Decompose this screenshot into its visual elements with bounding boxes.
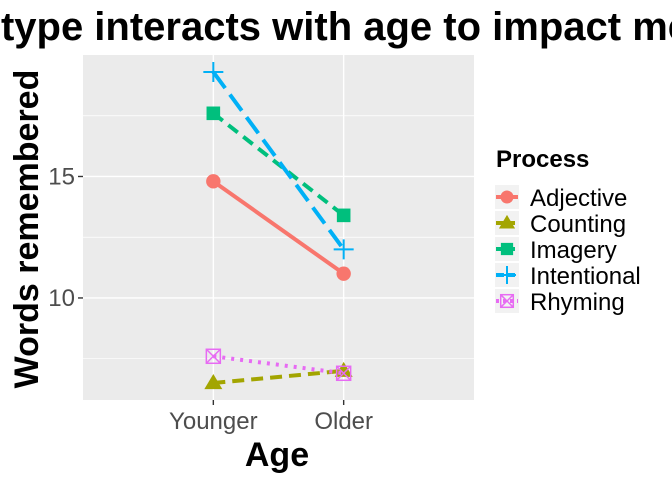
data-point-adjective-older (336, 266, 351, 281)
legend-marker-adjective (500, 190, 514, 204)
series-line-counting (213, 368, 344, 385)
series-line-intentional (211, 70, 346, 251)
data-point-counting-younger (204, 374, 223, 390)
legend-label-counting: Counting (530, 211, 626, 238)
legend-title: Process (496, 146, 589, 173)
data-point-intentional-younger (203, 62, 224, 83)
series-line-rhyming (213, 354, 344, 376)
x-tick-label: Younger (169, 408, 258, 435)
series-layer (203, 62, 354, 390)
y-tick-label: 15 (48, 163, 75, 190)
y-tick-label: 10 (48, 285, 75, 312)
legend: Process AdjectiveCountingImageryIntentio… (495, 146, 641, 316)
legend-marker-rhyming (499, 293, 515, 309)
legend-marker-counting (498, 214, 516, 229)
data-point-rhyming-older (335, 365, 352, 382)
legend-label-imagery: Imagery (530, 237, 617, 264)
data-point-adjective-younger (206, 174, 221, 189)
legend-item-adjective: Adjective (495, 185, 627, 212)
x-axis-title: Age (245, 436, 309, 474)
series-line-imagery (212, 111, 345, 217)
legend-marker-intentional (498, 266, 516, 284)
legend-item-rhyming: Rhyming (495, 289, 625, 316)
data-point-imagery-older (336, 208, 351, 223)
legend-item-intentional: Intentional (495, 263, 641, 290)
x-tick-label: Older (314, 408, 373, 435)
data-point-intentional-older (333, 239, 354, 260)
legend-marker-imagery (500, 242, 514, 256)
y-axis-title: Words remembered (8, 70, 46, 389)
legend-item-counting: Counting (495, 211, 626, 238)
legend-item-imagery: Imagery (495, 237, 617, 264)
axis-ticks: 10 15 Younger Older (48, 163, 373, 435)
series-line-adjective (212, 179, 345, 276)
legend-label-intentional: Intentional (530, 263, 641, 290)
legend-label-adjective: Adjective (530, 185, 627, 212)
legend-label-rhyming: Rhyming (530, 289, 625, 316)
chart-title: Process type interacts with age to impac… (0, 5, 672, 49)
data-point-rhyming-younger (205, 348, 222, 365)
data-point-imagery-younger (206, 106, 221, 121)
grid-lines (83, 55, 474, 400)
